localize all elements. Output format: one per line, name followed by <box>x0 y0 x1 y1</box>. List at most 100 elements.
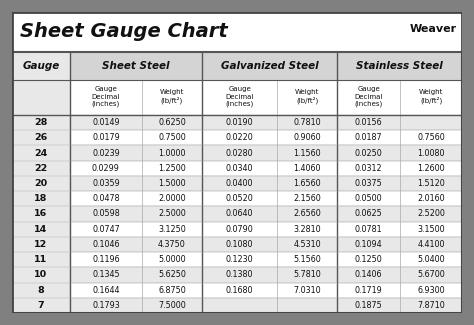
Text: 0.0312: 0.0312 <box>355 164 383 173</box>
Text: 6.9300: 6.9300 <box>417 286 445 295</box>
Text: 0.7500: 0.7500 <box>158 133 186 142</box>
Text: 12: 12 <box>34 240 47 249</box>
Text: 16: 16 <box>34 210 47 218</box>
Text: 0.7810: 0.7810 <box>293 118 321 127</box>
Text: Gauge
Decimal
(inches): Gauge Decimal (inches) <box>355 86 383 107</box>
Text: 1.1560: 1.1560 <box>293 149 321 158</box>
Text: 0.0375: 0.0375 <box>355 179 383 188</box>
Text: 0.1875: 0.1875 <box>355 301 383 310</box>
Text: 14: 14 <box>34 225 47 234</box>
Text: 0.0500: 0.0500 <box>355 194 383 203</box>
Text: 0.0625: 0.0625 <box>355 210 383 218</box>
Text: 0.0359: 0.0359 <box>92 179 120 188</box>
Text: Sheet Gauge Chart: Sheet Gauge Chart <box>20 22 228 41</box>
Text: 0.0156: 0.0156 <box>355 118 383 127</box>
Text: 26: 26 <box>34 133 47 142</box>
Bar <box>70 146 462 161</box>
Bar <box>70 298 462 313</box>
Bar <box>70 130 462 146</box>
Text: 2.6560: 2.6560 <box>293 210 321 218</box>
Text: Weight
(lb/ft²): Weight (lb/ft²) <box>160 89 184 104</box>
Bar <box>70 206 462 222</box>
Text: 0.0478: 0.0478 <box>92 194 120 203</box>
Text: 0.1046: 0.1046 <box>92 240 119 249</box>
Text: 0.0280: 0.0280 <box>226 149 253 158</box>
Bar <box>70 161 462 176</box>
Text: 3.1500: 3.1500 <box>417 225 445 234</box>
Text: 0.0187: 0.0187 <box>355 133 383 142</box>
Text: 1.2600: 1.2600 <box>417 164 445 173</box>
Text: 20: 20 <box>34 179 47 188</box>
Text: 18: 18 <box>34 194 47 203</box>
Text: 0.0598: 0.0598 <box>92 210 120 218</box>
Text: 10: 10 <box>34 270 47 280</box>
Text: 0.0190: 0.0190 <box>226 118 253 127</box>
Bar <box>70 237 462 252</box>
Text: 0.7560: 0.7560 <box>417 133 445 142</box>
Text: 1.5120: 1.5120 <box>417 179 445 188</box>
Text: 2.0160: 2.0160 <box>417 194 445 203</box>
Text: 0.0340: 0.0340 <box>226 164 253 173</box>
Bar <box>70 282 462 298</box>
Bar <box>337 52 462 80</box>
Text: 0.0781: 0.0781 <box>355 225 383 234</box>
Text: 0.0520: 0.0520 <box>226 194 254 203</box>
Text: Gauge
Decimal
(inches): Gauge Decimal (inches) <box>92 86 120 107</box>
Text: 0.0400: 0.0400 <box>226 179 253 188</box>
Text: 28: 28 <box>34 118 47 127</box>
Text: 4.4100: 4.4100 <box>418 240 445 249</box>
Text: 0.0299: 0.0299 <box>92 164 120 173</box>
Text: 0.0239: 0.0239 <box>92 149 120 158</box>
Text: 4.3750: 4.3750 <box>158 240 186 249</box>
Text: 0.0149: 0.0149 <box>92 118 120 127</box>
Text: 0.0179: 0.0179 <box>92 133 120 142</box>
Bar <box>12 12 462 52</box>
Text: 1.5000: 1.5000 <box>158 179 186 188</box>
Text: 5.7810: 5.7810 <box>293 270 321 280</box>
Text: 1.6560: 1.6560 <box>293 179 321 188</box>
Text: 0.1080: 0.1080 <box>226 240 253 249</box>
Text: 2.5200: 2.5200 <box>417 210 445 218</box>
Text: 1.2500: 1.2500 <box>158 164 186 173</box>
Bar <box>70 115 462 130</box>
Text: Gauge: Gauge <box>22 61 60 71</box>
Text: 3.2810: 3.2810 <box>293 225 321 234</box>
Text: 0.1719: 0.1719 <box>355 286 383 295</box>
Text: Gauge
Decimal
(inches): Gauge Decimal (inches) <box>225 86 254 107</box>
Text: 0.1250: 0.1250 <box>355 255 383 264</box>
Text: Sheet Steel: Sheet Steel <box>102 61 170 71</box>
Bar <box>70 176 462 191</box>
Text: 0.0790: 0.0790 <box>226 225 254 234</box>
Text: 5.0400: 5.0400 <box>417 255 445 264</box>
Bar <box>70 252 462 267</box>
Text: 0.0747: 0.0747 <box>92 225 120 234</box>
Text: 2.0000: 2.0000 <box>158 194 186 203</box>
Bar <box>70 80 462 115</box>
Text: 0.1793: 0.1793 <box>92 301 120 310</box>
Text: 0.1230: 0.1230 <box>226 255 253 264</box>
Text: 0.0220: 0.0220 <box>226 133 254 142</box>
Text: 7: 7 <box>37 301 44 310</box>
Text: 1.4060: 1.4060 <box>293 164 321 173</box>
Text: 1.0080: 1.0080 <box>418 149 445 158</box>
Text: Weight
(lb/ft²): Weight (lb/ft²) <box>419 89 443 104</box>
Bar <box>70 222 462 237</box>
Text: 7.8710: 7.8710 <box>417 301 445 310</box>
Text: 0.0250: 0.0250 <box>355 149 383 158</box>
Text: 1.0000: 1.0000 <box>158 149 186 158</box>
Text: 0.1644: 0.1644 <box>92 286 119 295</box>
Text: 11: 11 <box>34 255 47 264</box>
Text: 0.1380: 0.1380 <box>226 270 253 280</box>
Text: 22: 22 <box>34 164 47 173</box>
Text: 7.0310: 7.0310 <box>293 286 321 295</box>
Text: 0.1196: 0.1196 <box>92 255 120 264</box>
Text: Weight
(lb/ft²): Weight (lb/ft²) <box>295 89 319 104</box>
Text: 0.6250: 0.6250 <box>158 118 186 127</box>
Text: 2.5000: 2.5000 <box>158 210 186 218</box>
Text: 0.1406: 0.1406 <box>355 270 383 280</box>
Text: 0.1680: 0.1680 <box>226 286 253 295</box>
Text: 3.1250: 3.1250 <box>158 225 186 234</box>
Text: Weaver: Weaver <box>410 24 457 34</box>
Bar <box>70 52 202 80</box>
Bar <box>202 52 337 80</box>
